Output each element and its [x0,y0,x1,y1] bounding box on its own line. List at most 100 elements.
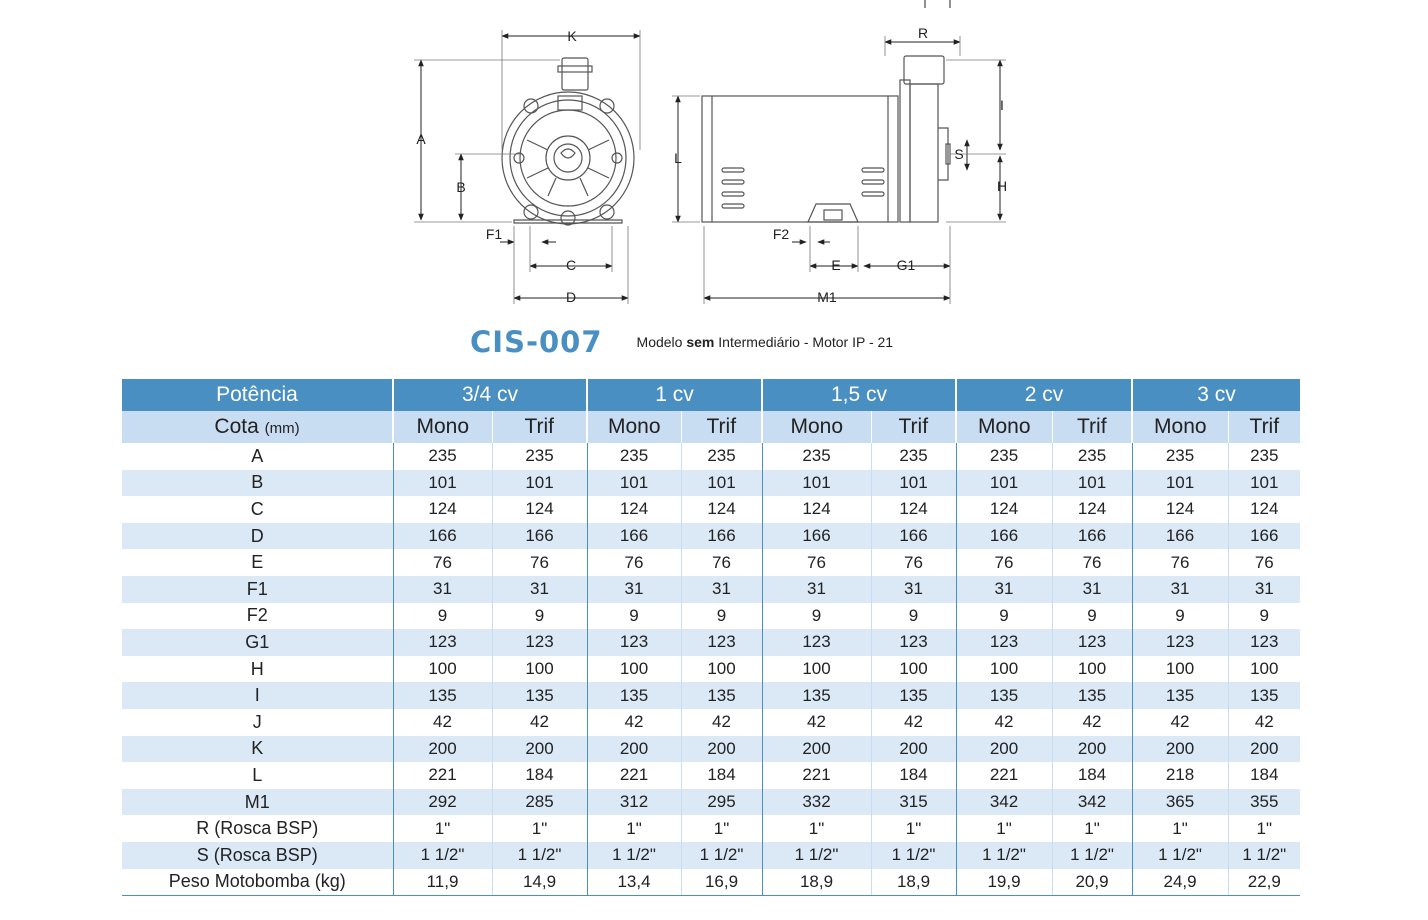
table-cell: 9 [1227,602,1301,630]
table-cell: 1" [955,815,1053,842]
table-row: C 124 124 124 124 124 124 124 124 124 124 [122,496,1301,523]
front-view [501,57,635,226]
table-cell: 31 [870,575,957,603]
table-cell: 200 [392,735,492,763]
table-cell: 235 [491,443,587,470]
table-cell: 100 [1051,655,1133,683]
cota-unit: (mm) [264,420,300,437]
table-cell: 24,9 [1131,868,1229,897]
table-cell: 9 [955,602,1053,630]
table-cell: 101 [1227,469,1301,497]
table-row: R (Rosca BSP) 1" 1" 1" 1" 1" 1" 1" 1" 1" 1" [122,815,1301,842]
table-cell: 1 1/2" [870,841,957,869]
table-cell: 124 [1131,496,1229,523]
table-cell: 123 [870,629,957,656]
table-cell: 200 [1051,735,1133,763]
table-cell: 124 [680,496,763,523]
table-cell: 124 [955,496,1053,523]
table-cell: 100 [680,655,763,683]
row-label: M1 [122,788,393,816]
table-cell: 342 [1051,788,1133,816]
table-cell: 124 [586,496,681,523]
row-label: L [252,764,263,785]
spec-table-body: A 235 235 235 235 235 235 235 235 235 235 B 101 101 10… [122,443,1301,897]
table-cell: 200 [1227,735,1301,763]
model-title-row: CIS-007 Modelo sem Intermediário - Motor… [470,324,893,360]
table-row: S (Rosca BSP) 1 1/2" 1 1/2" 1 1/2" 1 1/2" 1 1… [122,841,1301,869]
model-description: Modelo sem Intermediário - Motor IP - 21 [637,334,894,350]
label-b: B [456,179,465,195]
label-i: I [1000,97,1004,113]
table-cell: 1 1/2" [1051,841,1133,869]
table-cell: 31 [491,575,587,603]
dimension-labels: K R A B L I S H F1 F2 C D E G1 M1 [416,25,1007,305]
table-cell: 332 [761,788,872,816]
row-label: F2 [246,605,268,626]
table-cell: 76 [1131,549,1229,576]
table-cell: 135 [761,682,872,709]
subheader: Trif [1051,411,1133,443]
table-cell: 11,9 [392,868,492,897]
table-cell: 123 [1051,629,1133,656]
table-cell: 221 [392,762,492,789]
f1-f2-marks [500,0,951,245]
model-code: CIS-007 [470,325,603,359]
table-cell: 200 [955,735,1053,763]
table-cell: 166 [1131,522,1229,550]
group-header: 3/4 cv [392,379,587,411]
table-cell: 184 [1051,762,1133,789]
table-cell: 135 [1227,682,1301,709]
table-cell: 365 [1131,788,1229,816]
subheader: Mono [392,411,492,443]
desc-before: Modelo [636,334,687,350]
table-row: K 200 200 200 200 200 200 200 200 200 200 [122,735,1301,763]
desc-bold: sem [686,334,715,350]
table-cell: 31 [1131,575,1229,603]
table-cell: 124 [491,496,587,523]
table-cell: 235 [680,443,763,470]
table-cell: 184 [680,762,763,789]
label-c: C [566,257,576,273]
table-cell: 42 [1131,708,1229,736]
subheader: Trif [1227,411,1301,443]
table-cell: 9 [392,602,492,630]
table-cell: 76 [761,549,872,576]
table-cell: 1 1/2" [1227,841,1301,869]
table-cell: 101 [955,469,1053,497]
table-cell: 235 [870,443,957,470]
table-cell: 31 [1051,575,1133,603]
side-view [701,55,951,223]
table-row: F1 31 31 31 31 31 31 31 31 31 31 [122,575,1301,603]
table-cell: 1" [680,815,763,842]
table-row: A 235 235 235 235 235 235 235 235 235 235 [122,443,1301,470]
subheader: Trif [870,411,957,443]
table-cell: 1" [870,815,957,842]
table-cell: 101 [761,469,872,497]
header-potencia-row: Potência 3/4 cv 1 cv 1,5 cv 2 cv 3 cv [122,379,1301,411]
table-cell: 20,9 [1051,868,1133,897]
table-cell: 184 [870,762,957,789]
row-label: R (Rosca BSP) [196,818,319,839]
table-cell: 100 [1227,655,1301,683]
table-cell: 76 [955,549,1053,576]
row-label: J [252,711,262,732]
row-label: Peso Motobomba (kg) [122,868,393,897]
table-cell: 31 [392,575,492,603]
table-cell: 221 [761,762,872,789]
table-cell: 124 [870,496,957,523]
table-cell: 1" [1227,815,1301,842]
row-label: I [122,682,393,709]
table-cell: 76 [392,549,492,576]
table-cell: 166 [491,522,587,550]
dimension-lines [418,33,1003,301]
table-cell: 235 [1051,443,1133,470]
table-cell: 42 [392,708,492,736]
group-header: 3 cv [1131,379,1301,411]
subheader: Trif [491,411,587,443]
table-cell: 76 [1051,549,1133,576]
table-cell: 124 [1051,496,1133,523]
table-cell: 42 [955,708,1053,736]
table-cell: 166 [955,522,1053,550]
label-m1: M1 [817,289,837,305]
table-row: E 76 76 76 76 76 76 76 76 76 76 [122,549,1301,576]
